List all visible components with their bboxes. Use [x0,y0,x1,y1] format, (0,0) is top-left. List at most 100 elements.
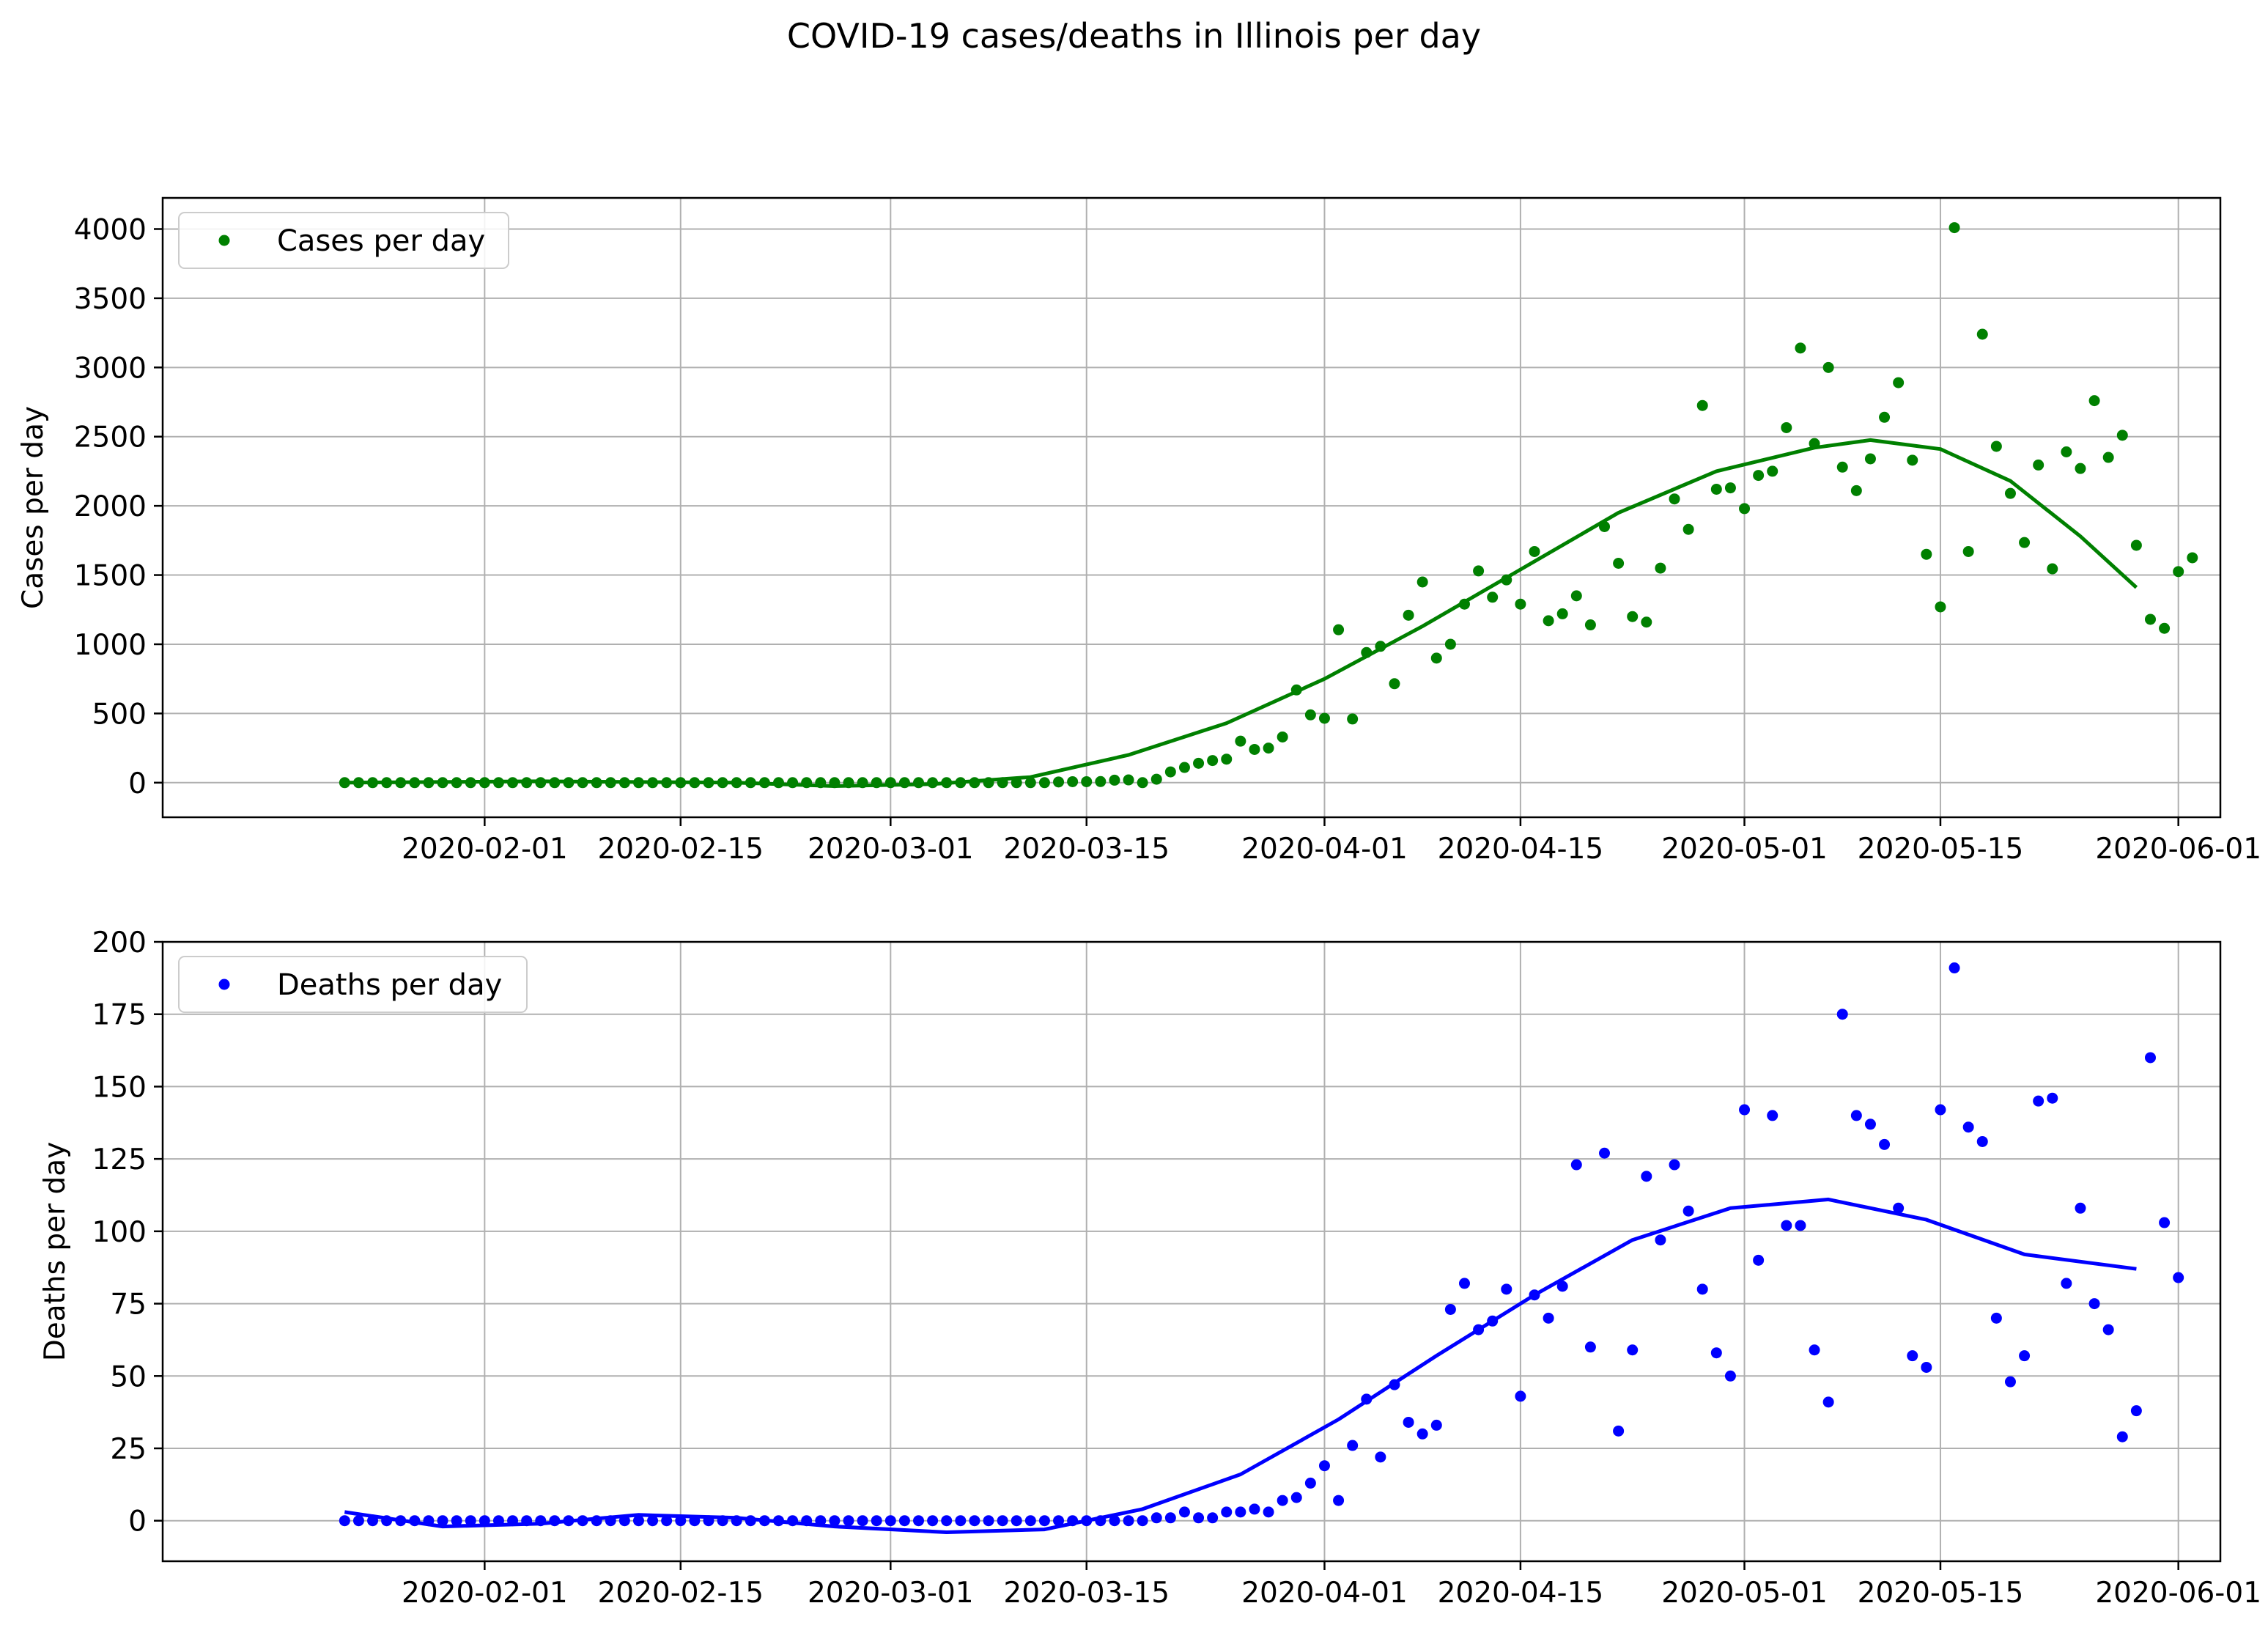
axes-frame [161,940,2222,1563]
figure-title: COVID-19 cases/deaths in Illinois per da… [786,16,1482,56]
data-point [1515,598,1526,610]
data-point [1193,757,1205,769]
y-tick-label: 25 [110,1433,147,1466]
y-tick-label: 500 [92,698,147,731]
data-point [1137,777,1148,789]
data-point [1529,545,1540,557]
data-point [1836,1009,1848,1020]
data-point [2116,430,2128,441]
data-point [1221,753,1233,765]
data-point [1347,1440,1359,1451]
data-point [1430,1419,1442,1431]
x-tick-label: 2020-04-15 [1438,833,1604,866]
data-point [1584,1341,1596,1353]
data-point [1123,1515,1134,1527]
data-point [1164,766,1176,778]
data-point [2130,1405,2142,1417]
data-point [647,1515,659,1527]
data-point [829,1515,841,1527]
data-point [1221,1506,1233,1518]
data-point [1907,454,1918,466]
data-point [1949,962,1960,974]
y-tick-label: 200 [92,926,147,959]
data-point [1389,678,1400,690]
data-point [1053,1515,1065,1527]
data-point [1781,421,1792,433]
data-point [2159,622,2171,634]
data-point [1444,1303,1456,1315]
y-tick-label: 75 [110,1289,147,1322]
x-tick-label: 2020-03-01 [808,833,974,866]
data-point [857,1515,868,1527]
y-tick-label: 0 [128,767,147,800]
data-point [1109,774,1120,786]
data-point [1556,1281,1568,1292]
x-tick-label: 2020-05-01 [1661,1577,1828,1610]
data-point [2187,552,2198,564]
data-point [1430,652,1442,664]
data-point [2061,1278,2072,1289]
data-point [1613,1425,1625,1437]
data-point [1277,1495,1288,1506]
legend-label: Cases per day [277,224,485,258]
data-point [955,1515,967,1527]
data-point [2004,1376,2016,1388]
data-point [2061,446,2072,457]
data-point [1696,399,1708,411]
data-point [1164,1512,1176,1524]
data-point [1263,743,1274,754]
data-point [1416,1428,1428,1440]
data-point [1178,762,1190,773]
y-tick-label: 100 [92,1216,147,1249]
data-point [898,1515,910,1527]
x-tick-label: 2020-04-01 [1241,1577,1408,1610]
data-point [997,1515,1008,1527]
data-point [1767,465,1778,477]
x-tick-label: 2020-03-01 [808,1577,974,1610]
y-tick-label: 125 [92,1143,147,1176]
series-points [339,962,2184,1527]
data-point [1347,713,1359,725]
data-point [2004,487,2016,499]
legend-marker [218,235,230,246]
data-point [1543,615,1554,627]
data-point [661,1515,673,1527]
data-point [1850,484,1862,496]
data-point [2173,1272,2184,1283]
data-point [1879,411,1891,423]
data-point [1836,461,1848,473]
data-point [2075,1202,2086,1214]
data-point [1403,609,1414,621]
data-point [1123,774,1134,786]
data-point [1599,1147,1611,1159]
data-point [2033,1095,2044,1107]
data-point [2144,1052,2156,1064]
y-tick-label: 1500 [74,560,147,593]
legend-box [178,212,509,269]
x-tick-label: 2020-05-15 [1858,833,2024,866]
data-point [451,1515,462,1527]
y-tick-label: 0 [128,1506,147,1539]
data-point [1682,1205,1694,1217]
data-point [2088,1298,2100,1310]
data-point [2173,566,2184,578]
data-point [1767,1110,1778,1121]
data-point [1584,619,1596,631]
data-point [1627,1344,1639,1356]
data-point [1976,1135,1988,1147]
data-point [1864,1119,1876,1130]
y-tick-label: 2500 [74,421,147,454]
y-tick-label: 4000 [74,213,147,246]
data-point [1024,1515,1036,1527]
data-point [1249,743,1260,755]
data-point [1053,776,1065,788]
data-point [2075,463,2086,474]
data-point [1416,576,1428,588]
data-point [1822,361,1834,373]
x-tick-label: 2020-04-15 [1438,1577,1604,1610]
data-point [1850,1110,1862,1121]
data-point [1949,222,1960,234]
data-point [2102,452,2114,463]
data-point [1682,523,1694,535]
data-point [1235,1506,1246,1518]
